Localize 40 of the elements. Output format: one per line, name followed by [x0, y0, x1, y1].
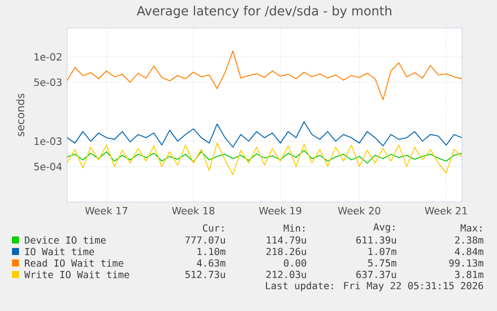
x-tick-label: Week 19: [258, 206, 302, 214]
text: Avg:: [373, 223, 394, 233]
text: 2.38m: [455, 236, 484, 244]
line-series: [67, 50, 462, 100]
y-axis-title: seconds: [16, 94, 24, 136]
text: 5.75m: [368, 259, 396, 267]
legend-label: Read IO Wait time: [24, 259, 124, 267]
text: 1.07m: [368, 248, 396, 256]
chart-title: Average latency for /dev/sda - by month: [136, 6, 392, 18]
x-tick-label: Week 17: [85, 206, 128, 214]
text: 99.13m: [449, 259, 484, 267]
x-tick-label: Week 18: [172, 206, 214, 214]
line-series: [67, 121, 462, 148]
line-series: [67, 150, 462, 164]
line-series: [67, 142, 462, 176]
text: Cur:: [202, 224, 224, 232]
x-tick-label: Week 20: [338, 206, 380, 214]
text: 0.00: [284, 259, 306, 267]
y-tick-label: 1e-02: [34, 53, 62, 61]
text: 218.26u: [266, 248, 306, 256]
text: 611.39u: [356, 236, 396, 244]
legend-label: Device IO time: [24, 236, 106, 244]
text: 777.07u: [185, 236, 225, 244]
text: 4.63m: [196, 259, 226, 267]
y-tick-label: 1e-03: [34, 137, 62, 145]
text: Max:: [460, 224, 482, 232]
text: 114.79u: [266, 236, 306, 244]
y-tick-label: 5e-03: [34, 78, 62, 86]
text: Last update: Fri May 22 05:31:15 2026: [266, 282, 484, 292]
text: 512.73u: [185, 270, 225, 278]
y-tick-label: 5e-04: [34, 162, 62, 170]
text: 1.10m: [198, 248, 226, 256]
text: 3.81m: [455, 270, 484, 278]
text: 637.37u: [356, 270, 396, 278]
text: 4.84m: [454, 248, 484, 256]
text: 212.03u: [266, 270, 306, 278]
x-tick-label: Week 21: [424, 206, 467, 214]
text: Min:: [284, 224, 304, 232]
legend-label: Write IO Wait time: [24, 270, 130, 278]
legend-label: IO Wait time: [25, 248, 94, 256]
